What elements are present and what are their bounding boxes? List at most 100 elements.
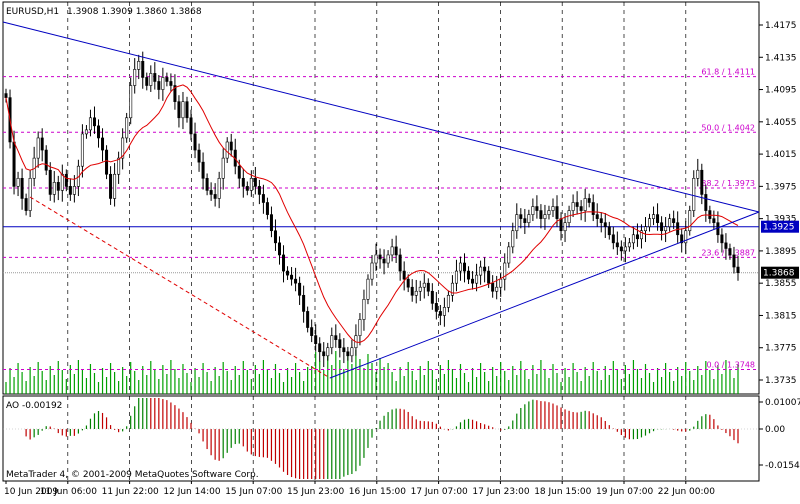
current-price-box [761, 266, 799, 279]
candle-body [692, 177, 696, 211]
candle-body [446, 294, 450, 308]
candle-body [370, 262, 374, 280]
level-price-box [761, 220, 799, 233]
candle-body [245, 186, 249, 191]
candle-body [314, 335, 318, 344]
candle-body [330, 335, 334, 349]
candle-body [56, 182, 60, 191]
candle-body [362, 299, 366, 320]
candle-body [551, 206, 555, 211]
time-tick-label: 19 Jun 07:00 [596, 487, 653, 497]
price-tick-label: 1.3975 [765, 182, 797, 192]
ao-indicator-label: AO -0.00192 [6, 401, 62, 411]
candle-body [253, 177, 257, 187]
candle-body [402, 270, 406, 280]
candle-body [318, 343, 322, 353]
candle-body [173, 85, 177, 102]
candle-body [531, 206, 535, 215]
price-tick-label: 1.4095 [765, 86, 797, 96]
candle-body [539, 210, 543, 219]
fibo-level-label: 23.6 / 1.3887 [701, 248, 755, 257]
candle-body [611, 234, 615, 244]
candle-body [583, 198, 587, 211]
candle-body [627, 242, 631, 248]
time-tick-label: 11 Jun 06:00 [40, 487, 97, 497]
candle-body [652, 214, 656, 219]
candle-body [334, 335, 338, 340]
candle-body [342, 347, 346, 353]
dashed-trendline[interactable] [29, 196, 331, 379]
price-tick-label: 1.4135 [765, 53, 797, 63]
fibo-level-label: 38.2 / 1.3973 [701, 179, 755, 188]
candle-body [237, 165, 241, 179]
candle-body [60, 173, 64, 191]
candle-body [36, 137, 40, 159]
candle-body [310, 327, 314, 336]
candle-body [475, 274, 479, 284]
price-tick-label: 1.4055 [765, 118, 797, 128]
candle-body [696, 169, 700, 179]
candle-body [515, 214, 519, 232]
price-tick-label: 1.3735 [765, 376, 797, 386]
candle-body [487, 270, 491, 284]
candle-body [575, 202, 579, 207]
price-tick-label: 1.3815 [765, 311, 797, 321]
candle-body [80, 133, 84, 167]
candle-body [463, 262, 467, 272]
candle-body [724, 242, 728, 249]
candle-body [511, 230, 515, 248]
candle-body [28, 177, 32, 211]
candle-body [426, 282, 430, 292]
candle-body [221, 157, 225, 179]
time-tick-label: 15 Jun 07:00 [225, 487, 282, 497]
candle-body [358, 319, 362, 336]
candle-body [84, 129, 88, 135]
candle-body [125, 117, 129, 139]
indicator-panel[interactable] [2, 395, 760, 482]
candle-body [712, 218, 716, 223]
candle-body [394, 246, 398, 256]
candle-body [193, 133, 197, 151]
candle-body [181, 101, 185, 119]
candle-body [434, 303, 438, 312]
fibonacci-levels: 61.8 / 1.4111 50.0 / 1.4042 38.2 / 1.3973 2… [3, 68, 759, 371]
candlesticks [4, 51, 740, 368]
candle-body [189, 117, 193, 135]
candle-body [302, 294, 306, 312]
candle-body [209, 190, 213, 195]
candle-body [479, 266, 483, 276]
candle-body [619, 246, 623, 252]
candle-body [390, 246, 394, 256]
candle-body [571, 202, 575, 211]
candle-body [105, 149, 109, 175]
ascending-trendline[interactable] [329, 211, 760, 379]
candle-body [161, 77, 165, 90]
candle-body [265, 202, 269, 215]
candle-body [290, 274, 294, 280]
candle-body [298, 282, 302, 296]
descending-trendline[interactable] [2, 21, 760, 213]
ao-tick-label: 0.01007 [765, 398, 800, 408]
price-tick-label: 1.3775 [765, 344, 797, 354]
candle-body [635, 234, 639, 240]
volume-bars [5, 350, 739, 394]
candle-body [169, 81, 173, 86]
candle-body [398, 254, 402, 272]
candle-body [12, 141, 16, 187]
candle-body [680, 234, 684, 244]
candle-body [700, 169, 704, 195]
price-panel[interactable] [2, 1, 760, 395]
candle-body [16, 177, 20, 187]
candle-body [418, 286, 422, 292]
candle-body [249, 177, 253, 191]
candle-body [145, 77, 149, 86]
candle-body [648, 218, 652, 228]
candle-body [631, 234, 635, 244]
time-tick-label: 12 Jun 14:00 [163, 487, 220, 497]
candle-body [688, 210, 692, 232]
price-axis: 1.4175 1.4135 1.4095 1.4055 1.4015 1.3975 1.39… [759, 21, 797, 386]
candle-body [101, 137, 105, 151]
candle-body [483, 266, 487, 272]
